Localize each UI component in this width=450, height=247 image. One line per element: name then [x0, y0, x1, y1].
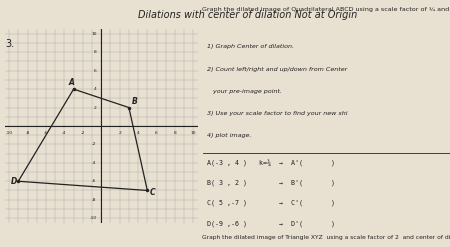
Text: 6: 6: [155, 131, 158, 136]
Text: 10: 10: [91, 32, 97, 36]
Text: Graph the dilated image of Quadrilateral ABCD using a scale factor of ¾ and cent: Graph the dilated image of Quadrilateral…: [202, 7, 450, 12]
Text: -2: -2: [92, 143, 97, 146]
Text: 1) Graph Center of dilation.: 1) Graph Center of dilation.: [207, 44, 294, 49]
Text: 2: 2: [94, 105, 97, 109]
Text: -10: -10: [5, 131, 13, 136]
Text: 4: 4: [137, 131, 139, 136]
Text: D(-9 ,-6 )        →  D'(       ): D(-9 ,-6 ) → D'( ): [207, 220, 335, 226]
Text: -8: -8: [25, 131, 30, 136]
Text: -4: -4: [62, 131, 67, 136]
Text: C( 5 ,-7 )        →  C'(       ): C( 5 ,-7 ) → C'( ): [207, 200, 335, 206]
Text: Dilations with center of dilation Not at Origin: Dilations with center of dilation Not at…: [138, 10, 357, 20]
Text: -8: -8: [92, 198, 97, 202]
Text: 3.: 3.: [5, 40, 15, 49]
Text: 8: 8: [94, 50, 97, 54]
Text: 2) Count left/right and up/down from Center: 2) Count left/right and up/down from Cen…: [207, 67, 348, 72]
Text: 10: 10: [191, 131, 196, 136]
Text: 4: 4: [94, 87, 97, 91]
Text: 3) Use your scale factor to find your new shi: 3) Use your scale factor to find your ne…: [207, 111, 348, 116]
Text: 8: 8: [174, 131, 176, 136]
Text: A: A: [68, 79, 74, 87]
Text: -10: -10: [90, 216, 97, 220]
Text: your pre-image point.: your pre-image point.: [207, 89, 282, 94]
Text: C: C: [150, 188, 156, 197]
Text: -4: -4: [92, 161, 97, 165]
Text: 2: 2: [118, 131, 121, 136]
Text: -2: -2: [81, 131, 85, 136]
Text: -6: -6: [92, 179, 97, 183]
Text: B: B: [132, 97, 138, 106]
Text: Graph the dilated image of Triangle XYZ  using a scale factor of 2  and center o: Graph the dilated image of Triangle XYZ …: [202, 235, 450, 240]
Text: -6: -6: [44, 131, 48, 136]
Text: D: D: [11, 177, 18, 186]
Text: 6: 6: [94, 69, 97, 73]
Text: B( 3 , 2 )        →  B'(       ): B( 3 , 2 ) → B'( ): [207, 180, 335, 186]
Text: A(-3 , 4 )   k=¾  →  A'(       ): A(-3 , 4 ) k=¾ → A'( ): [207, 159, 335, 166]
Text: 4) plot image.: 4) plot image.: [207, 133, 252, 138]
